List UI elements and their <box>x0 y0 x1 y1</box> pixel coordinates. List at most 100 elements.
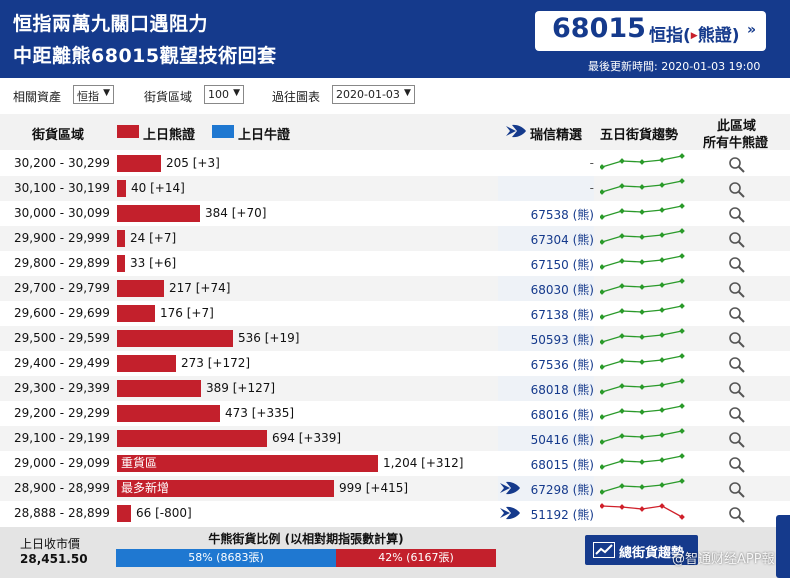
bull-legend-label: 上日牛證 <box>238 128 291 143</box>
trend-point <box>619 383 625 389</box>
trend-point <box>679 478 685 484</box>
recommend-code[interactable]: 50593 (熊) <box>498 326 594 351</box>
bear-legend-swatch <box>117 125 139 138</box>
trend-point <box>600 289 605 295</box>
magnifier-icon[interactable] <box>728 206 746 223</box>
trend-point <box>619 358 625 364</box>
bull-legend-swatch <box>212 125 234 138</box>
trend-sparkline <box>600 353 685 370</box>
triangle-icon: ▶ <box>690 31 698 41</box>
recommend-code[interactable]: 67538 (熊) <box>498 201 594 226</box>
magnifier-icon[interactable] <box>728 406 746 423</box>
magnifier-icon[interactable] <box>728 156 746 173</box>
bear-bar[interactable] <box>117 330 233 347</box>
watermark: @智通财经APP報 <box>672 552 775 567</box>
trend-point <box>679 303 685 309</box>
row-range: 29,500 - 29,599 <box>14 331 110 345</box>
quote-box[interactable]: 68015 恒指(▶熊證) » <box>535 11 766 51</box>
bear-bar[interactable] <box>117 455 378 472</box>
recommend-code[interactable]: 67536 (熊) <box>498 351 594 376</box>
trend-sparkline <box>600 153 685 170</box>
bear-bar[interactable] <box>117 480 334 497</box>
magnifier-icon[interactable] <box>728 481 746 498</box>
trend-point <box>600 164 605 170</box>
bear-bar[interactable] <box>117 405 220 422</box>
recommend-code[interactable]: 67150 (熊) <box>498 251 594 276</box>
trend-sparkline <box>600 253 685 270</box>
trend-point <box>619 433 625 439</box>
trend-point <box>659 157 665 163</box>
range-label: 街貨區域 <box>144 90 193 104</box>
trend-point <box>600 314 605 320</box>
recommend-code[interactable]: 67138 (熊) <box>498 301 594 326</box>
double-chevron-right-icon[interactable]: » <box>747 22 757 38</box>
trend-point <box>619 183 625 189</box>
trend-point <box>679 453 685 459</box>
trend-point <box>659 257 665 263</box>
trend-point <box>639 409 645 415</box>
trend-point <box>659 357 665 363</box>
magnifier-icon[interactable] <box>728 356 746 373</box>
magnifier-icon[interactable] <box>728 181 746 198</box>
table-row: 30,200 - 30,299 205 [+3] - <box>0 151 790 176</box>
magnifier-icon[interactable] <box>728 306 746 323</box>
trend-point <box>619 258 625 264</box>
recommend-code[interactable]: 68030 (熊) <box>498 276 594 301</box>
trend-point <box>639 259 645 265</box>
bear-bar[interactable] <box>117 505 131 522</box>
side-tab[interactable] <box>776 515 790 578</box>
magnifier-icon[interactable] <box>728 331 746 348</box>
recommend-code[interactable]: 68018 (熊) <box>498 376 594 401</box>
trend-point <box>659 503 665 509</box>
magnifier-icon[interactable] <box>728 456 746 473</box>
bear-legend-label: 上日熊證 <box>143 128 196 143</box>
bear-bar[interactable] <box>117 430 267 447</box>
recommend-code[interactable]: 67304 (熊) <box>498 226 594 251</box>
magnifier-icon[interactable] <box>728 281 746 298</box>
row-range: 30,100 - 30,199 <box>14 181 110 195</box>
table-row: 29,100 - 29,199 694 [+339] 50416 (熊) <box>0 426 790 451</box>
trend-point <box>639 234 645 240</box>
bear-bar[interactable] <box>117 280 164 297</box>
magnifier-icon[interactable] <box>728 231 746 248</box>
magnifier-icon[interactable] <box>728 431 746 448</box>
table-row: 29,500 - 29,599 536 [+19] 50593 (熊) <box>0 326 790 351</box>
trend-point <box>679 153 685 159</box>
trend-sparkline <box>600 403 685 420</box>
magnifier-icon[interactable] <box>728 381 746 398</box>
bear-bar[interactable] <box>117 155 161 172</box>
bar-value: 66 [-800] <box>136 506 192 520</box>
trend-sparkline <box>600 453 685 470</box>
recommend-code: - <box>498 151 594 176</box>
history-date-select[interactable]: 2020-01-03 ▼ <box>332 85 415 104</box>
row-range: 28,900 - 28,999 <box>14 481 110 495</box>
bear-bar[interactable] <box>117 205 200 222</box>
bar-value: 473 [+335] <box>225 406 295 420</box>
table-row: 29,700 - 29,799 217 [+74] 68030 (熊) <box>0 276 790 301</box>
magnifier-icon[interactable] <box>728 506 746 523</box>
bear-bar[interactable] <box>117 255 125 272</box>
recommend-code[interactable]: 50416 (熊) <box>498 426 594 451</box>
asset-select[interactable]: 恒指 ▼ <box>73 85 114 104</box>
range-select[interactable]: 100 ▼ <box>204 85 244 104</box>
trend-point <box>659 307 665 313</box>
trend-point <box>639 384 645 390</box>
row-range: 29,600 - 29,699 <box>14 306 110 320</box>
bear-bar[interactable] <box>117 230 125 247</box>
total-trend-button[interactable]: 總街貨趨勢 <box>585 535 698 565</box>
bear-bar[interactable] <box>117 355 176 372</box>
recommend-code[interactable]: 68016 (熊) <box>498 401 594 426</box>
bear-bar[interactable] <box>117 380 201 397</box>
bear-bar[interactable] <box>117 180 126 197</box>
trend-point <box>600 364 605 370</box>
trend-sparkline <box>600 278 685 295</box>
trend-point <box>659 457 665 463</box>
trend-sparkline <box>600 428 685 445</box>
last-updated: 最後更新時間: 2020-01-03 19:00 <box>588 60 761 73</box>
trend-sparkline <box>600 203 685 220</box>
recommend-code[interactable]: 68015 (熊) <box>498 451 594 476</box>
close-label: 上日收市價 <box>20 537 81 551</box>
table-row: 29,600 - 29,699 176 [+7] 67138 (熊) <box>0 301 790 326</box>
bear-bar[interactable] <box>117 305 155 322</box>
magnifier-icon[interactable] <box>728 256 746 273</box>
